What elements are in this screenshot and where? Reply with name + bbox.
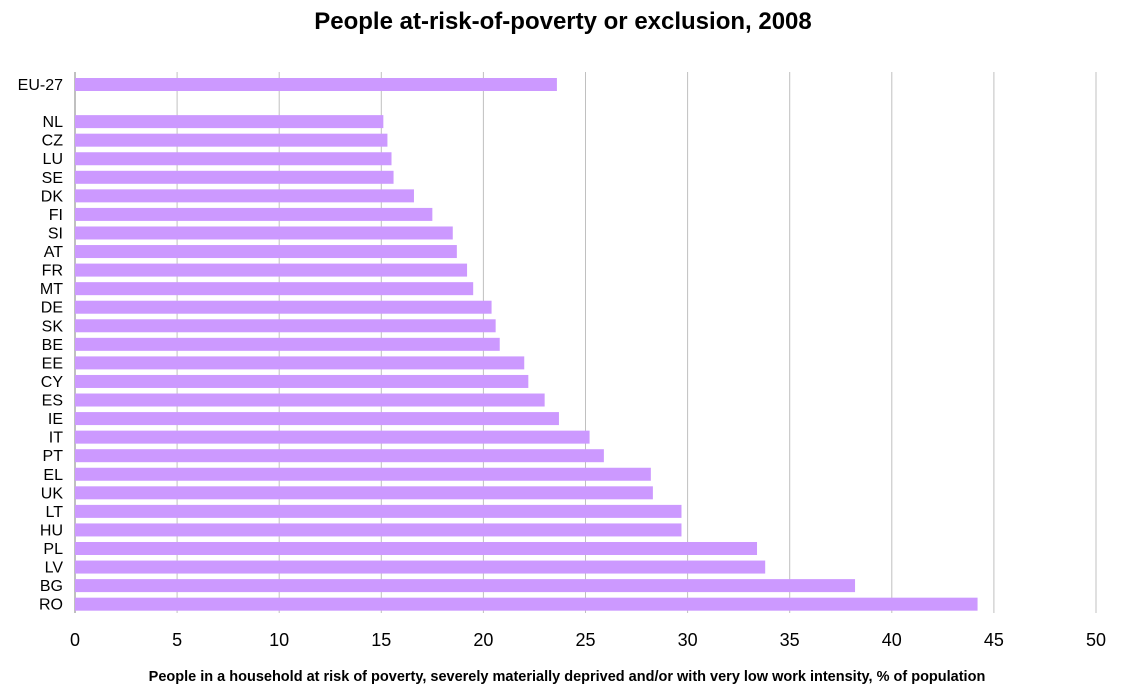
category-label-cz: CZ [42, 133, 64, 150]
bar-ro [75, 597, 978, 611]
category-label-pl: PL [43, 541, 63, 558]
bar-el [75, 467, 651, 481]
category-label-uk: UK [41, 485, 64, 502]
bar-se [75, 170, 394, 184]
category-label-si: SI [48, 225, 63, 242]
bar-eu-27 [75, 78, 557, 91]
category-label-lv: LV [45, 560, 64, 577]
category-label-fi: FI [49, 207, 63, 224]
x-tick-labels: 0 5 10 15 20 25 30 35 40 45 50 [70, 630, 1106, 650]
bar-si [75, 226, 453, 240]
category-label-hu: HU [40, 522, 63, 539]
bar-pl [75, 542, 758, 555]
bar-de [75, 300, 492, 314]
category-label-bg: BG [40, 578, 63, 595]
category-label-de: DE [41, 300, 63, 317]
bar-fr [75, 263, 468, 277]
category-label-be: BE [42, 337, 63, 354]
bar-cy [75, 374, 529, 388]
x-tick-label: 0 [70, 630, 80, 650]
bar-hu [75, 523, 682, 537]
bar-pt [75, 449, 604, 463]
category-label-lu: LU [43, 151, 63, 168]
x-tick-label: 40 [882, 630, 902, 650]
x-tick-label: 20 [473, 630, 493, 650]
bar-cz [75, 133, 388, 147]
category-label-sk: SK [42, 318, 64, 335]
category-label-ie: IE [48, 411, 63, 428]
category-label-eu-27: EU-27 [18, 77, 63, 94]
x-tick-label: 10 [269, 630, 289, 650]
category-label-nl: NL [43, 114, 64, 131]
bar-mt [75, 282, 474, 296]
category-label-pt: PT [43, 448, 64, 465]
category-label-at: AT [44, 244, 63, 261]
bar-lv [75, 560, 766, 574]
bar-lu [75, 152, 392, 166]
category-label-mt: MT [40, 281, 63, 298]
category-label-el: EL [43, 467, 63, 484]
bar-fi [75, 207, 433, 221]
bar-at [75, 245, 457, 259]
chart-title: People at-risk-of-poverty or exclusion, … [314, 8, 812, 35]
x-tick-label: 45 [984, 630, 1004, 650]
x-tick-label: 35 [780, 630, 800, 650]
x-tick-label: 50 [1086, 630, 1106, 650]
x-tick-label: 5 [172, 630, 182, 650]
bar-ie [75, 412, 559, 426]
category-label-es: ES [42, 393, 63, 410]
bar-ee [75, 356, 525, 370]
bar-sk [75, 319, 496, 333]
bar-it [75, 430, 590, 444]
x-tick-label: 30 [678, 630, 698, 650]
category-label-fr: FR [42, 263, 63, 280]
x-tick-label: 25 [575, 630, 595, 650]
category-label-it: IT [49, 430, 63, 447]
bar-nl [75, 115, 384, 129]
bar-dk [75, 189, 414, 203]
bar-es [75, 393, 545, 407]
category-label-se: SE [42, 170, 63, 187]
bar-lt [75, 504, 682, 518]
category-label-cy: CY [41, 374, 64, 391]
x-axis-label: People in a household at risk of poverty… [149, 669, 986, 685]
bar-uk [75, 486, 653, 500]
category-label-lt: LT [46, 504, 64, 521]
bar-bg [75, 579, 856, 593]
x-tick-label: 15 [371, 630, 391, 650]
bar-be [75, 337, 500, 351]
category-label-ro: RO [39, 597, 63, 614]
bars [75, 78, 978, 611]
category-label-dk: DK [41, 188, 64, 205]
category-label-ee: EE [42, 355, 63, 372]
